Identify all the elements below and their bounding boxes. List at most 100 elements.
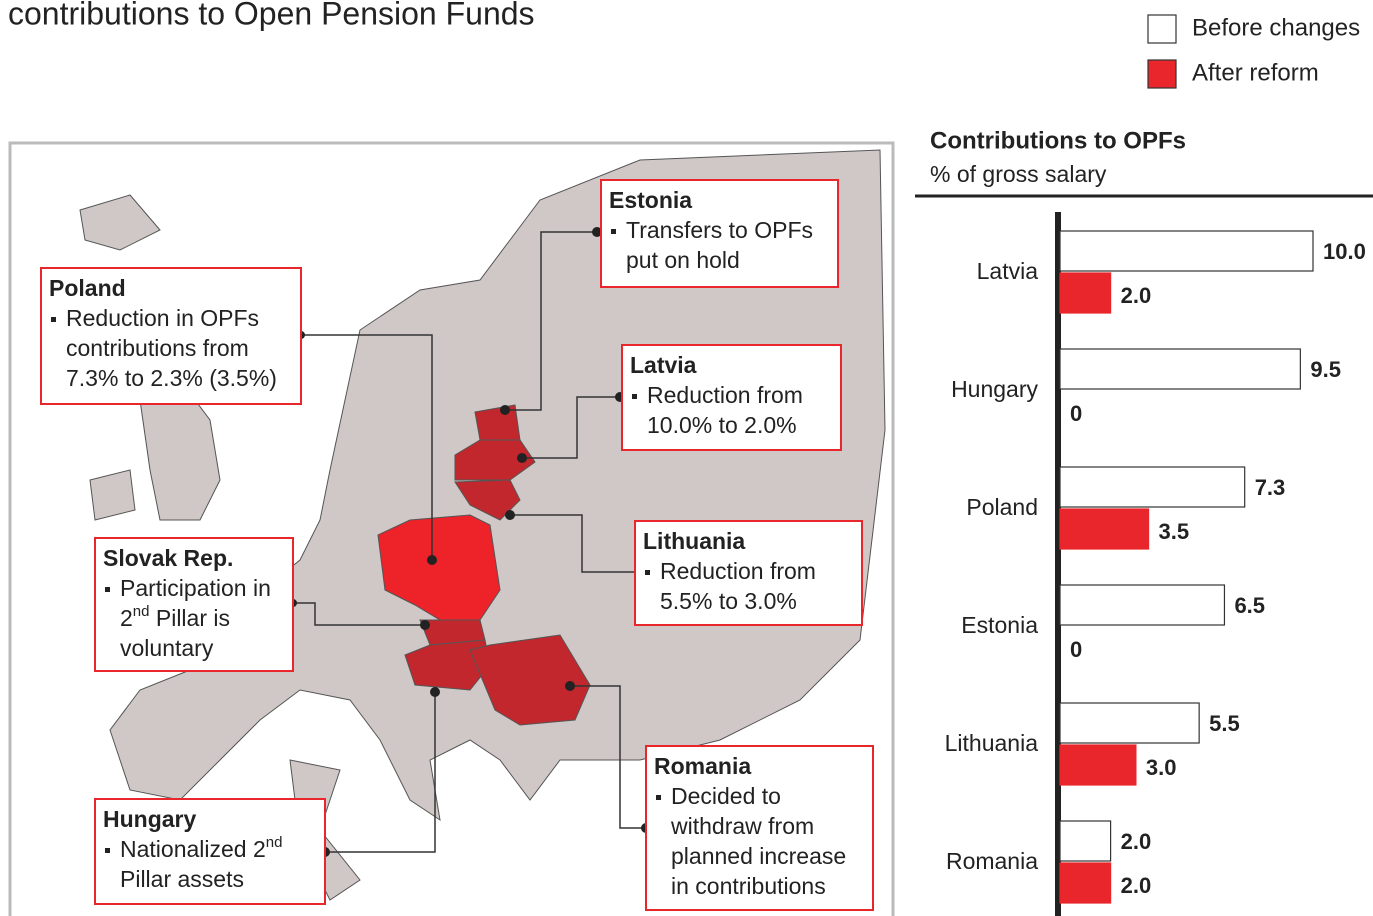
- category-label: Estonia: [961, 612, 1038, 638]
- text-run: planned increase: [671, 843, 846, 869]
- callout-box: [40, 267, 302, 405]
- text-run: withdraw from: [670, 813, 814, 839]
- value-label: 7.3: [1255, 475, 1286, 500]
- value-label: 0: [1070, 637, 1082, 662]
- callout-title: Poland: [49, 275, 126, 301]
- bullet: [51, 317, 56, 322]
- legend-label: After reform: [1192, 59, 1319, 86]
- bullet: [105, 587, 110, 592]
- chart-title: Contributions to OPFs: [930, 127, 1186, 154]
- category-label: Lithuania: [945, 730, 1039, 756]
- value-label: 3.5: [1159, 519, 1190, 544]
- bullet: [611, 229, 616, 234]
- value-label: 2.0: [1121, 873, 1152, 898]
- leader: [570, 685, 646, 829]
- category-label: Latvia: [977, 258, 1039, 284]
- callout-line: Pillar assets: [120, 866, 244, 892]
- value-label: 2.0: [1121, 283, 1152, 308]
- text-run: in contributions: [671, 873, 826, 899]
- callout-line: 10.0% to 2.0%: [647, 412, 797, 438]
- text-run: Nationalized 2: [120, 836, 266, 862]
- callout-line: planned increase: [671, 843, 846, 869]
- leader: [293, 602, 425, 626]
- bullet: [105, 848, 110, 853]
- callout-box: [621, 344, 842, 451]
- value-label: 10.0: [1323, 239, 1366, 264]
- leader: [325, 692, 436, 853]
- value-label: 3.0: [1146, 755, 1177, 780]
- text-run: 2: [120, 605, 133, 631]
- category-label: Romania: [946, 848, 1038, 874]
- callout-line: voluntary: [120, 635, 214, 661]
- value-label: 2.0: [1121, 829, 1152, 854]
- callout-line: 7.3% to 2.3% (3.5%): [66, 365, 277, 391]
- callout-line: Reduction in OPFs: [66, 305, 259, 331]
- leader: [522, 396, 620, 459]
- leader: [505, 231, 601, 411]
- text-run: nd: [133, 603, 150, 620]
- text-run: Reduction from: [647, 382, 803, 408]
- latvia: [454, 439, 536, 481]
- callout-box: [645, 745, 874, 911]
- callout-title: Estonia: [609, 187, 692, 213]
- value-label: 9.5: [1310, 357, 1341, 382]
- callout-line: contributions from: [66, 335, 249, 361]
- callout-line: Decided to: [671, 783, 781, 809]
- bar: [1059, 584, 1226, 626]
- text-run: 5.5% to 3.0%: [660, 588, 797, 614]
- bar: [1059, 508, 1150, 550]
- callout-line: put on hold: [626, 247, 740, 273]
- callout-line: Transfers to OPFs: [626, 217, 813, 243]
- text-run: Pillar assets: [120, 866, 244, 892]
- bar: [1059, 702, 1200, 744]
- bar: [1059, 466, 1246, 508]
- text-run: Pillar is: [149, 605, 230, 631]
- land: [79, 194, 161, 251]
- callouts: Estonia Transfers to OPFs put on hold Polan…: [40, 179, 874, 911]
- text-run: voluntary: [120, 635, 214, 661]
- romania: [469, 634, 591, 726]
- bar: [1059, 348, 1301, 390]
- category-label: Poland: [966, 494, 1038, 520]
- text-run: 10.0% to 2.0%: [647, 412, 797, 438]
- callout-title: Latvia: [630, 352, 697, 378]
- text-run: contributions from: [66, 335, 249, 361]
- bar: [1059, 230, 1314, 272]
- callout-line: Participation in: [120, 575, 271, 601]
- callout-title: Hungary: [103, 806, 197, 832]
- leader: [510, 514, 635, 573]
- value-label: 5.5: [1209, 711, 1240, 736]
- land: [89, 469, 136, 521]
- text-run: 7.3% to 2.3% (3.5%): [66, 365, 277, 391]
- legend-swatch: [1147, 14, 1177, 44]
- callout-line: in contributions: [671, 873, 826, 899]
- bar: [1059, 820, 1112, 862]
- callout: Estonia Transfers to OPFs put on hold: [600, 179, 839, 288]
- legend-label: Before changes: [1192, 14, 1360, 41]
- callout-title: Lithuania: [643, 528, 745, 554]
- bar: [1059, 272, 1112, 314]
- leader: [301, 334, 433, 560]
- callout-line: 2nd Pillar is: [120, 603, 230, 631]
- chart-subtitle: % of gross salary: [930, 161, 1107, 187]
- text-run: Reduction from: [660, 558, 816, 584]
- callout-line: withdraw from: [670, 813, 814, 839]
- callout-box: [94, 798, 326, 905]
- legend-swatch: [1147, 59, 1177, 89]
- poland: [377, 514, 501, 621]
- callout-line: Reduction from: [660, 558, 816, 584]
- callout-line: 5.5% to 3.0%: [660, 588, 797, 614]
- callout-box: [600, 179, 839, 288]
- value-label: 0: [1070, 401, 1082, 426]
- callout: Latvia Reduction from 10.0% to 2.0%: [621, 344, 842, 451]
- bar: [1059, 744, 1137, 786]
- callout-title: Romania: [654, 753, 751, 779]
- callout-title: Slovak Rep.: [103, 545, 233, 571]
- text-run: put on hold: [626, 247, 740, 273]
- callout-line: Reduction from: [647, 382, 803, 408]
- text-run: Transfers to OPFs: [626, 217, 813, 243]
- callout: Lithuania Reduction from 5.5% to 3.0%: [634, 520, 863, 626]
- bullet: [656, 795, 661, 800]
